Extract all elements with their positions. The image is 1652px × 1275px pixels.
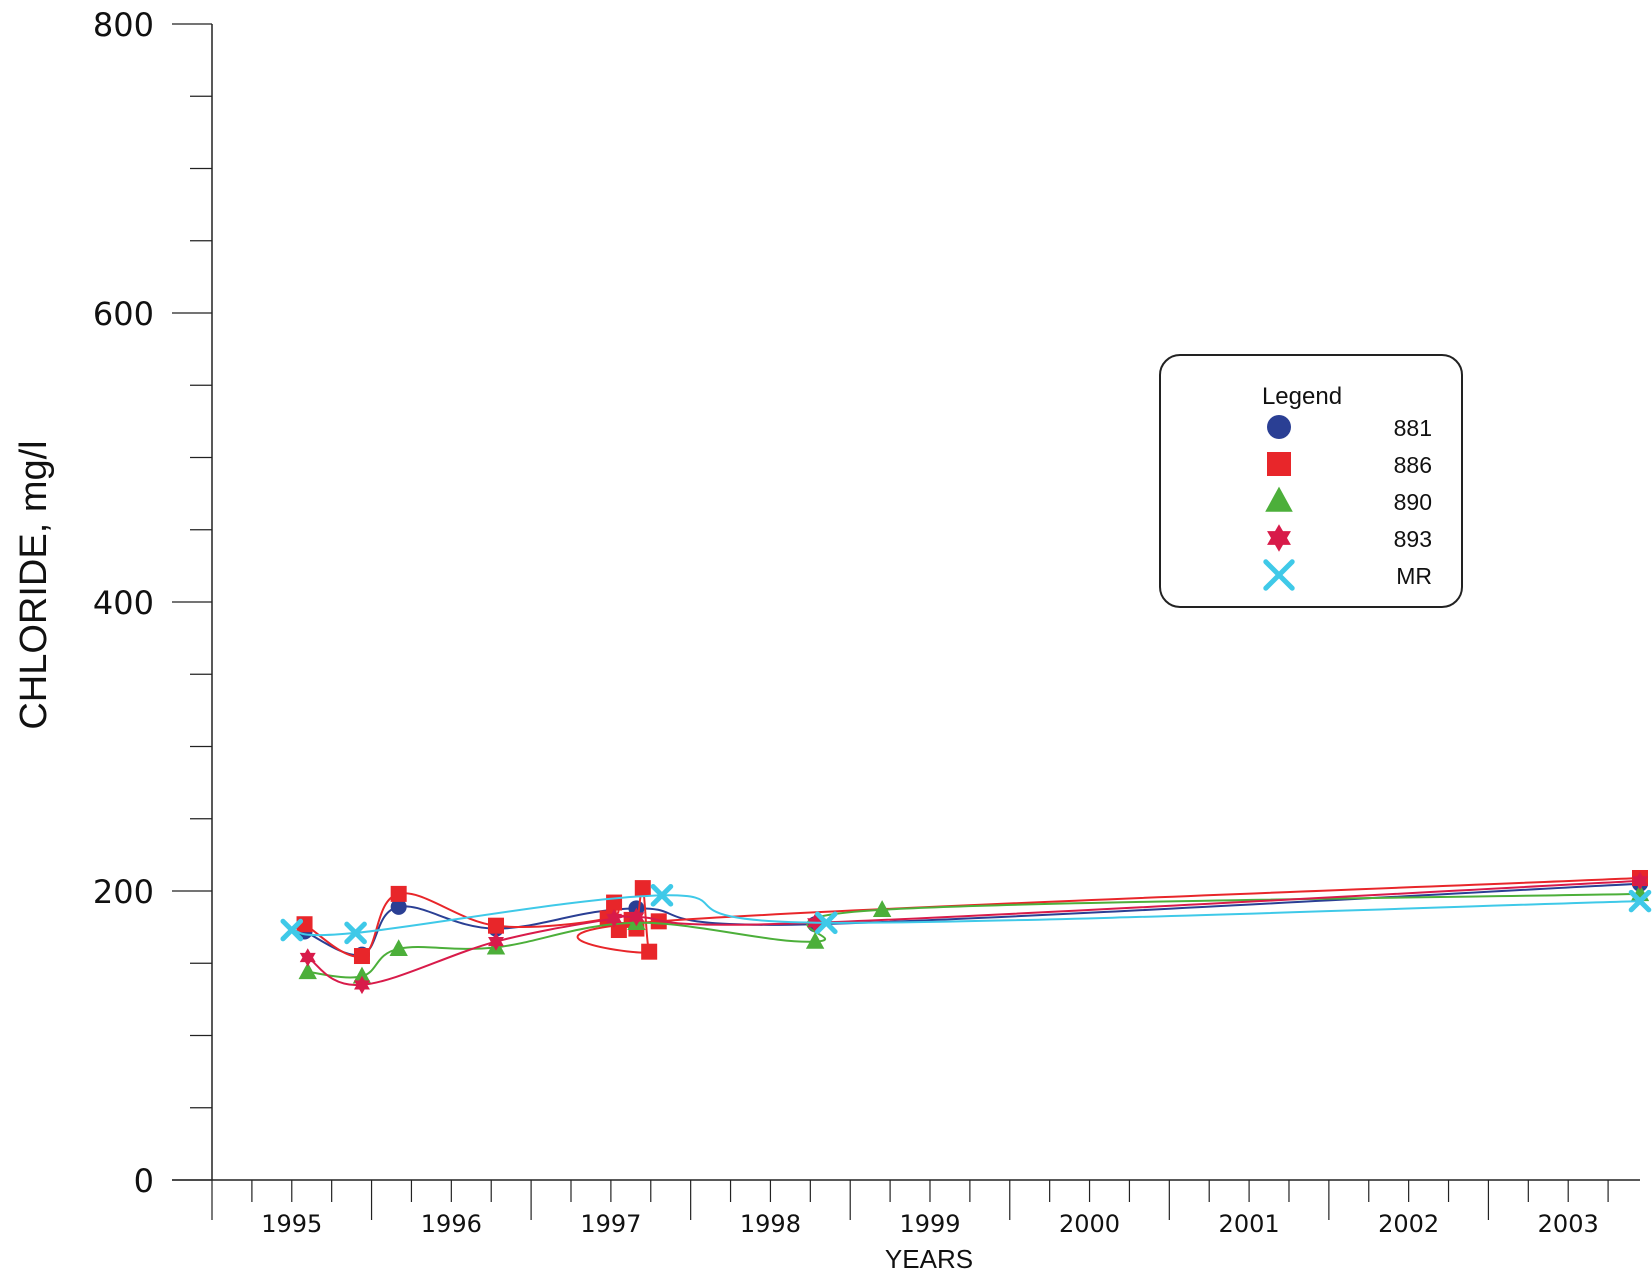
legend-entry-890: 890	[1265, 486, 1432, 515]
marker-x	[280, 918, 304, 942]
legend-title: Legend	[1262, 383, 1342, 410]
marker-square	[641, 943, 658, 960]
legend: Legend 881 886 890 893 MR	[1159, 354, 1463, 608]
marker-star	[628, 912, 645, 927]
marker-square	[650, 913, 667, 930]
marker-triangle	[805, 931, 825, 949]
marker-star	[488, 936, 504, 951]
legend-label: MR	[1396, 563, 1432, 589]
marker-triangle	[1265, 486, 1293, 512]
marker-square	[488, 917, 505, 934]
marker-x	[344, 921, 367, 945]
series-MR	[280, 884, 1652, 945]
y-tick-label: 0	[134, 1162, 154, 1200]
marker-triangle	[298, 962, 317, 980]
x-tick-label: 1999	[899, 1210, 960, 1238]
legend-entry-893: 893	[1267, 524, 1432, 552]
y-tick-label: 600	[93, 295, 154, 333]
marker-x	[1263, 559, 1295, 591]
axes-layer: 0 200 400 600 800 1995 1996 1997 1998 1999 2000 200…	[93, 6, 1640, 1238]
marker-triangle	[389, 939, 408, 956]
x-tick-label: 1998	[740, 1210, 801, 1238]
legend-label: 893	[1394, 526, 1432, 552]
marker-triangle	[352, 966, 372, 984]
series-890	[298, 884, 1650, 984]
x-tick-label: 2002	[1378, 1210, 1439, 1238]
legend-entry-MR: MR	[1263, 559, 1432, 591]
x-tick-label: 1997	[580, 1210, 641, 1238]
x-tick-label: 2000	[1059, 1210, 1120, 1238]
series-layer	[280, 869, 1652, 995]
y-tick-label: 800	[93, 6, 154, 44]
x-tick-label: 1995	[261, 1210, 322, 1238]
x-tick-label: 1996	[421, 1210, 482, 1238]
marker-triangle	[872, 900, 892, 917]
marker-star	[354, 980, 370, 995]
marker-circle	[390, 898, 407, 915]
marker-square	[390, 885, 407, 902]
series-893	[299, 871, 1648, 995]
marker-square	[1267, 452, 1291, 476]
y-tick-label: 200	[93, 873, 154, 911]
marker-star	[1632, 876, 1648, 891]
marker-x	[650, 884, 674, 907]
y-axis-label: CHLORIDE, mg/l	[13, 440, 55, 729]
legend-box	[1159, 354, 1463, 608]
series-line-MR	[291, 894, 1641, 937]
marker-star	[1267, 531, 1291, 552]
marker-circle	[1267, 415, 1291, 439]
legend-label: 881	[1394, 415, 1432, 441]
x-axis-label: YEARS	[885, 1244, 973, 1274]
marker-x	[1628, 889, 1652, 913]
series-line-881	[304, 882, 1641, 957]
marker-square	[353, 948, 370, 965]
legend-entry-881: 881	[1267, 415, 1432, 441]
marker-x	[814, 911, 838, 935]
marker-star	[299, 952, 316, 967]
x-tick-label: 2003	[1538, 1210, 1599, 1238]
marker-square	[634, 880, 651, 897]
legend-label: 890	[1394, 489, 1432, 515]
legend-label: 886	[1394, 452, 1432, 478]
x-tick-label: 2001	[1219, 1210, 1280, 1238]
y-tick-label: 400	[93, 584, 154, 622]
legend-entry-886: 886	[1267, 452, 1432, 478]
marker-star	[606, 913, 623, 928]
legend-entries: 881 886 890 893 MR	[1263, 415, 1432, 591]
series-line-890	[307, 892, 1641, 979]
